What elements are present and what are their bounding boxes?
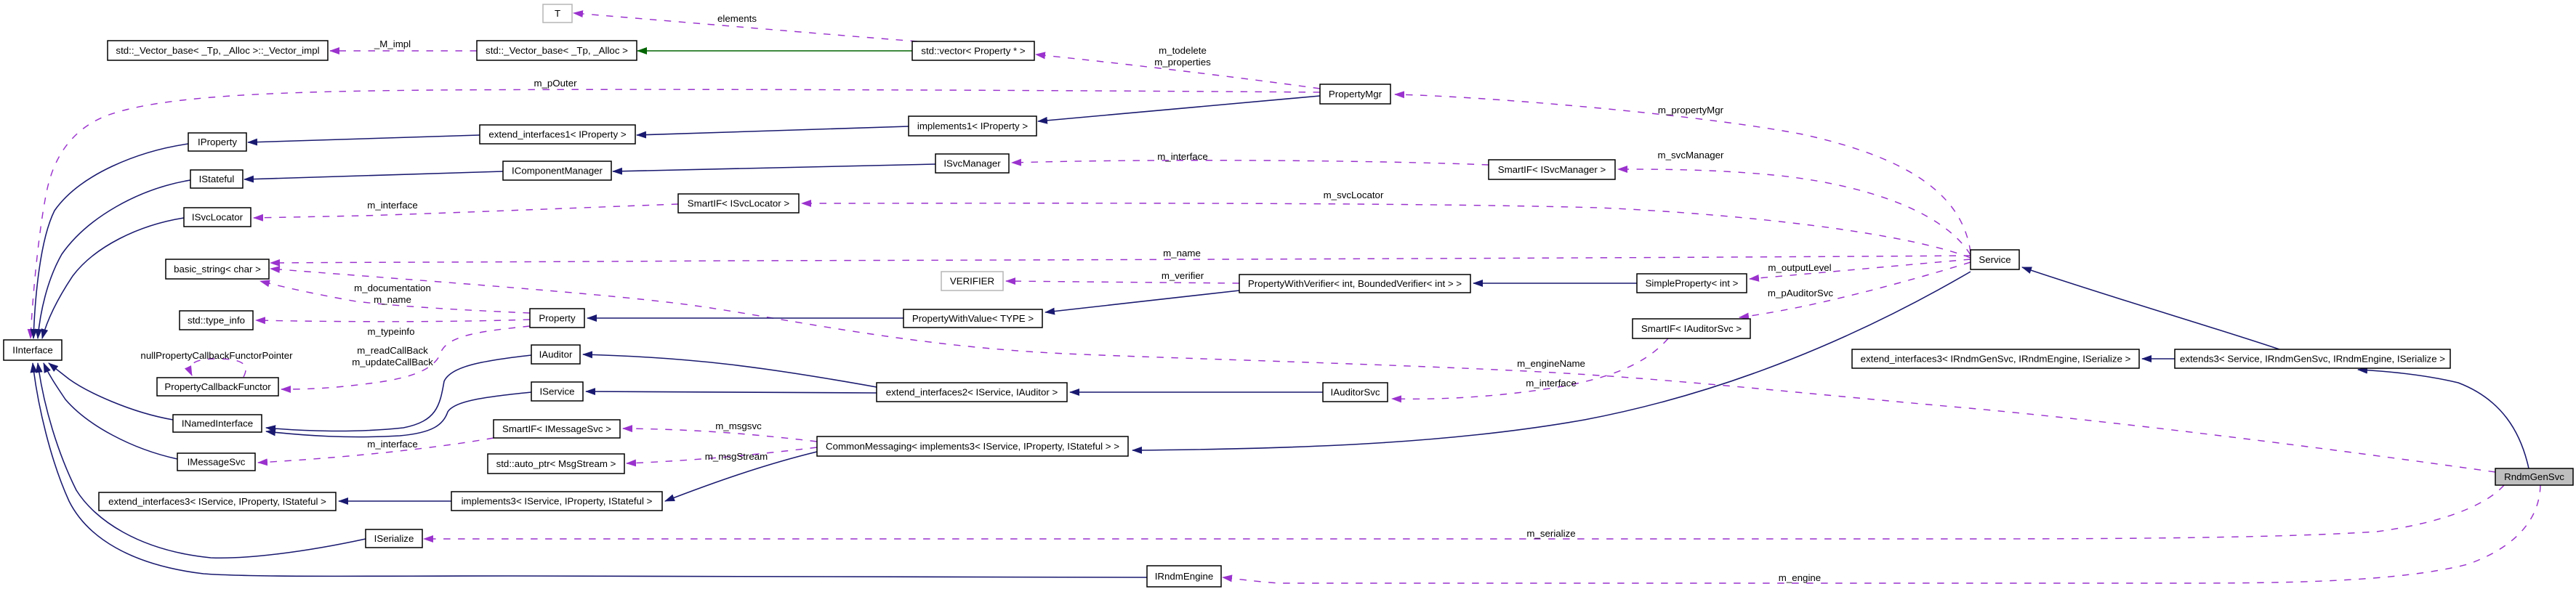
svg-text:IComponentManager: IComponentManager <box>512 166 603 176</box>
svg-text:Property: Property <box>539 313 576 324</box>
svg-text:Service: Service <box>1979 254 2011 265</box>
svg-text:extend_interfaces3< IRndmGenSv: extend_interfaces3< IRndmGenSvc, IRndmEn… <box>1861 354 2131 365</box>
svg-text:m_updateCallBack: m_updateCallBack <box>352 357 433 367</box>
svg-text:PropertyWithVerifier< int, Bou: PropertyWithVerifier< int, BoundedVerifi… <box>1248 278 1462 289</box>
svg-text:extend_interfaces2< IService,: extend_interfaces2< IService, IAuditor > <box>886 387 1058 398</box>
svg-text:m_interface: m_interface <box>1157 151 1207 162</box>
svg-text:m_todelete: m_todelete <box>1159 45 1207 56</box>
svg-text:std::type_info: std::type_info <box>188 315 245 326</box>
svg-text:SmartIF< IAuditorSvc >: SmartIF< IAuditorSvc > <box>1641 323 1742 334</box>
svg-text:ISvcManager: ISvcManager <box>943 158 1001 169</box>
svg-text:std::_Vector_base< _Tp, _Alloc: std::_Vector_base< _Tp, _Alloc >::_Vecto… <box>116 45 319 56</box>
svg-text:m_name: m_name <box>374 294 411 305</box>
svg-text:basic_string< char >: basic_string< char > <box>174 264 261 275</box>
svg-text:m_verifier: m_verifier <box>1162 270 1204 281</box>
svg-text:extend_interfaces3< IService,: extend_interfaces3< IService, IProperty,… <box>108 496 326 507</box>
svg-text:nullPropertyCallbackFunctorPoi: nullPropertyCallbackFunctorPointer <box>140 350 293 361</box>
svg-text:SmartIF< ISvcManager >: SmartIF< ISvcManager > <box>1498 164 1606 175</box>
svg-text:SimpleProperty< int >: SimpleProperty< int > <box>1646 278 1739 289</box>
svg-text:m_documentation: m_documentation <box>354 283 431 293</box>
svg-text:IMessageSvc: IMessageSvc <box>188 457 246 468</box>
svg-text:RndmGenSvc: RndmGenSvc <box>2504 471 2564 482</box>
svg-text:m_svcManager: m_svcManager <box>1658 150 1724 161</box>
svg-text:m_properties: m_properties <box>1154 57 1211 68</box>
svg-text:m_svcLocator: m_svcLocator <box>1324 190 1384 200</box>
svg-text:PropertyMgr: PropertyMgr <box>1329 89 1382 99</box>
svg-text:IAuditorSvc: IAuditorSvc <box>1331 387 1380 398</box>
svg-text:m_serialize: m_serialize <box>1526 528 1575 539</box>
svg-text:std::vector< Property * >: std::vector< Property * > <box>921 46 1026 57</box>
svg-text:IService: IService <box>539 386 574 397</box>
svg-text:m_interface: m_interface <box>1526 378 1576 389</box>
svg-text:m_pOuter: m_pOuter <box>534 78 577 89</box>
svg-text:m_readCallBack: m_readCallBack <box>357 345 428 356</box>
svg-text:_M_impl: _M_impl <box>374 38 411 49</box>
svg-text:CommonMessaging< implements3<: CommonMessaging< implements3< IService, … <box>826 441 1119 452</box>
svg-text:IInterface: IInterface <box>12 345 52 356</box>
svg-text:m_msgsvc: m_msgsvc <box>715 421 762 431</box>
svg-text:PropertyWithValue< TYPE >: PropertyWithValue< TYPE > <box>912 313 1034 324</box>
svg-text:m_outputLevel: m_outputLevel <box>1768 262 1831 273</box>
svg-text:m_propertyMgr: m_propertyMgr <box>1658 105 1724 115</box>
svg-text:IStateful: IStateful <box>199 174 235 184</box>
svg-text:m_typeinfo: m_typeinfo <box>367 326 414 337</box>
svg-text:SmartIF< IMessageSvc >: SmartIF< IMessageSvc > <box>502 423 611 434</box>
svg-text:ISvcLocator: ISvcLocator <box>192 212 243 223</box>
svg-text:PropertyCallbackFunctor: PropertyCallbackFunctor <box>164 381 271 392</box>
svg-text:m_engineName: m_engineName <box>1517 358 1585 369</box>
svg-text:m_name: m_name <box>1163 248 1201 259</box>
svg-text:implements3< IService, IProper: implements3< IService, IProperty, IState… <box>462 496 653 507</box>
svg-text:std::auto_ptr< MsgStream >: std::auto_ptr< MsgStream > <box>496 458 616 469</box>
svg-text:SmartIF< ISvcLocator >: SmartIF< ISvcLocator > <box>688 198 790 209</box>
svg-text:m_msgStream: m_msgStream <box>705 451 768 462</box>
svg-text:m_engine: m_engine <box>1779 572 1821 583</box>
svg-text:extends3< Service, IRndmGenSvc: extends3< Service, IRndmGenSvc, IRndmEng… <box>2180 354 2445 365</box>
svg-text:INamedInterface: INamedInterface <box>182 418 253 429</box>
svg-text:IProperty: IProperty <box>198 137 237 147</box>
svg-text:T: T <box>555 8 560 19</box>
svg-text:IAuditor: IAuditor <box>539 349 573 360</box>
svg-text:m_interface: m_interface <box>367 200 417 211</box>
svg-text:m_pAuditorSvc: m_pAuditorSvc <box>1768 288 1834 298</box>
svg-text:elements: elements <box>717 13 757 24</box>
svg-text:m_interface: m_interface <box>367 439 417 450</box>
svg-text:VERIFIER: VERIFIER <box>950 276 994 287</box>
svg-text:ISerialize: ISerialize <box>374 533 414 544</box>
svg-text:std::_Vector_base< _Tp, _Alloc: std::_Vector_base< _Tp, _Alloc > <box>486 45 628 56</box>
svg-text:implements1< IProperty >: implements1< IProperty > <box>917 121 1028 131</box>
svg-text:IRndmEngine: IRndmEngine <box>1155 571 1214 582</box>
svg-text:extend_interfaces1< IProperty: extend_interfaces1< IProperty > <box>488 129 626 140</box>
